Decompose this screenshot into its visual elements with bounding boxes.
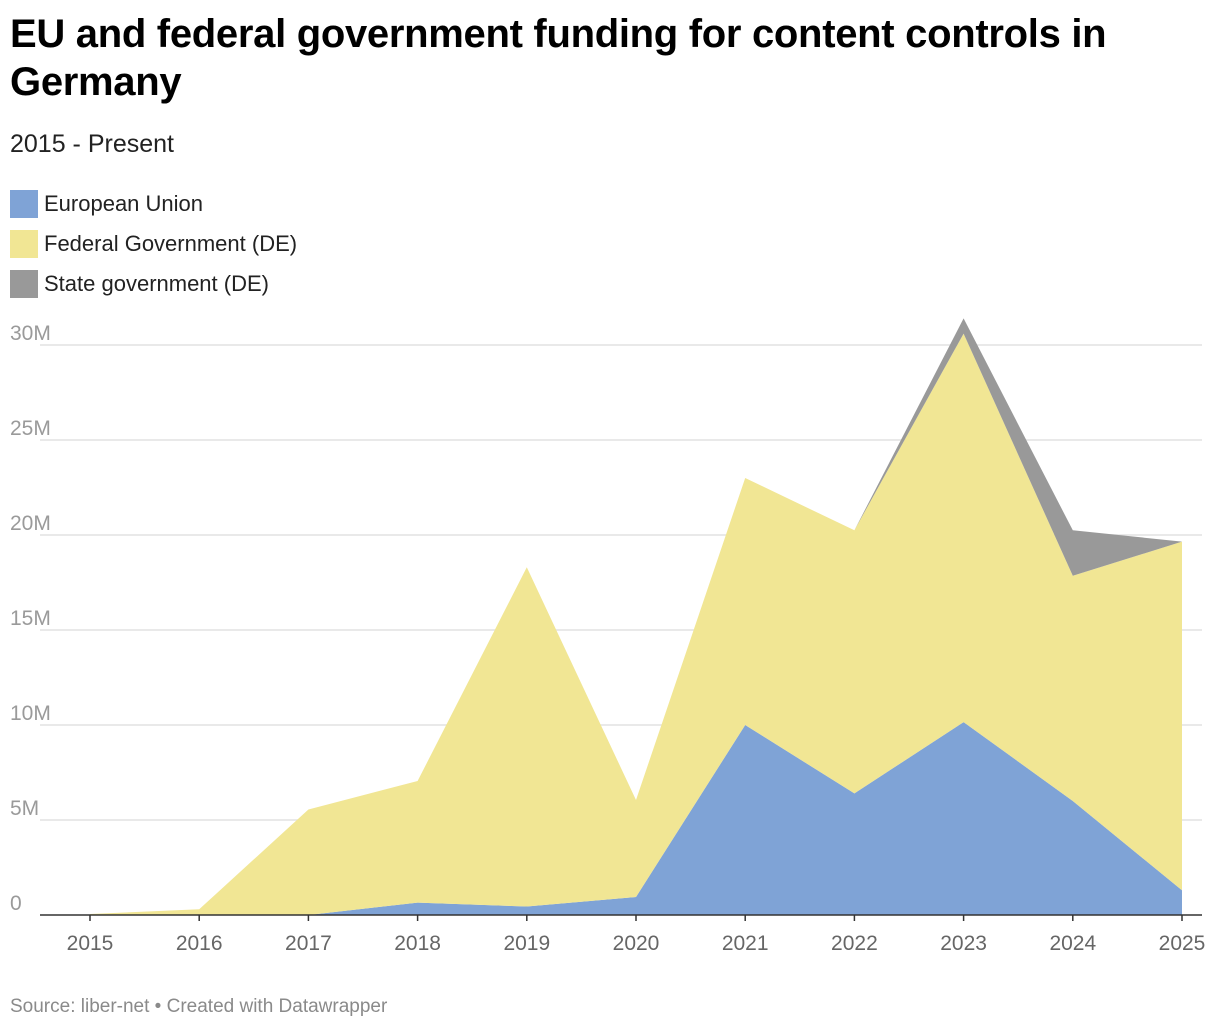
y-tick-label: 20M (10, 512, 51, 535)
source-footer: Source: liber-net • Created with Datawra… (10, 996, 388, 1017)
legend-item-european-union: European Union (10, 184, 297, 224)
x-tick-label: 2023 (940, 932, 987, 955)
y-tick-label: 25M (10, 417, 51, 440)
y-tick-label: 10M (10, 702, 51, 725)
legend: European Union Federal Government (DE) S… (10, 184, 297, 304)
x-tick-label: 2020 (613, 932, 660, 955)
legend-label: State government (DE) (44, 271, 269, 296)
x-tick-label: 2021 (722, 932, 769, 955)
legend-label: European Union (44, 191, 204, 216)
y-tick-label: 15M (10, 607, 51, 630)
x-tick-label: 2015 (67, 932, 114, 955)
y-tick-label: 30M (10, 322, 51, 345)
x-tick-label: 2017 (285, 932, 332, 955)
area-federal-government-de (90, 333, 1182, 916)
y-tick-label: 5M (10, 797, 39, 820)
legend-label: Federal Government (DE) (44, 231, 298, 256)
legend-swatch-federal-government (10, 230, 38, 258)
legend-swatch-state-government (10, 270, 38, 298)
legend-swatch-european-union (10, 190, 38, 218)
chart-title: EU and federal government funding for co… (10, 12, 1107, 104)
axes: 0 5M 10M 15M 20M 25M 30M 2015 2016 2017 2018 2019 20… (10, 322, 1205, 955)
legend-item-state-government: State government (DE) (10, 264, 297, 304)
area-chart: 0 5M 10M 15M 20M 25M 30M 2015 2016 2017 2018 2019 20… (10, 318, 1205, 955)
x-tick-label: 2025 (1159, 932, 1206, 955)
area-series (90, 318, 1182, 916)
legend-item-federal-government: Federal Government (DE) (10, 224, 297, 264)
x-tick-label: 2016 (176, 932, 223, 955)
x-tick-label: 2022 (831, 932, 878, 955)
y-tick-label: 0 (10, 892, 22, 915)
x-tick-label: 2019 (503, 932, 550, 955)
x-tick-label: 2018 (394, 932, 441, 955)
chart-subtitle: 2015 - Present (10, 130, 174, 158)
area-european-union (90, 722, 1182, 915)
x-tick-label: 2024 (1049, 932, 1096, 955)
